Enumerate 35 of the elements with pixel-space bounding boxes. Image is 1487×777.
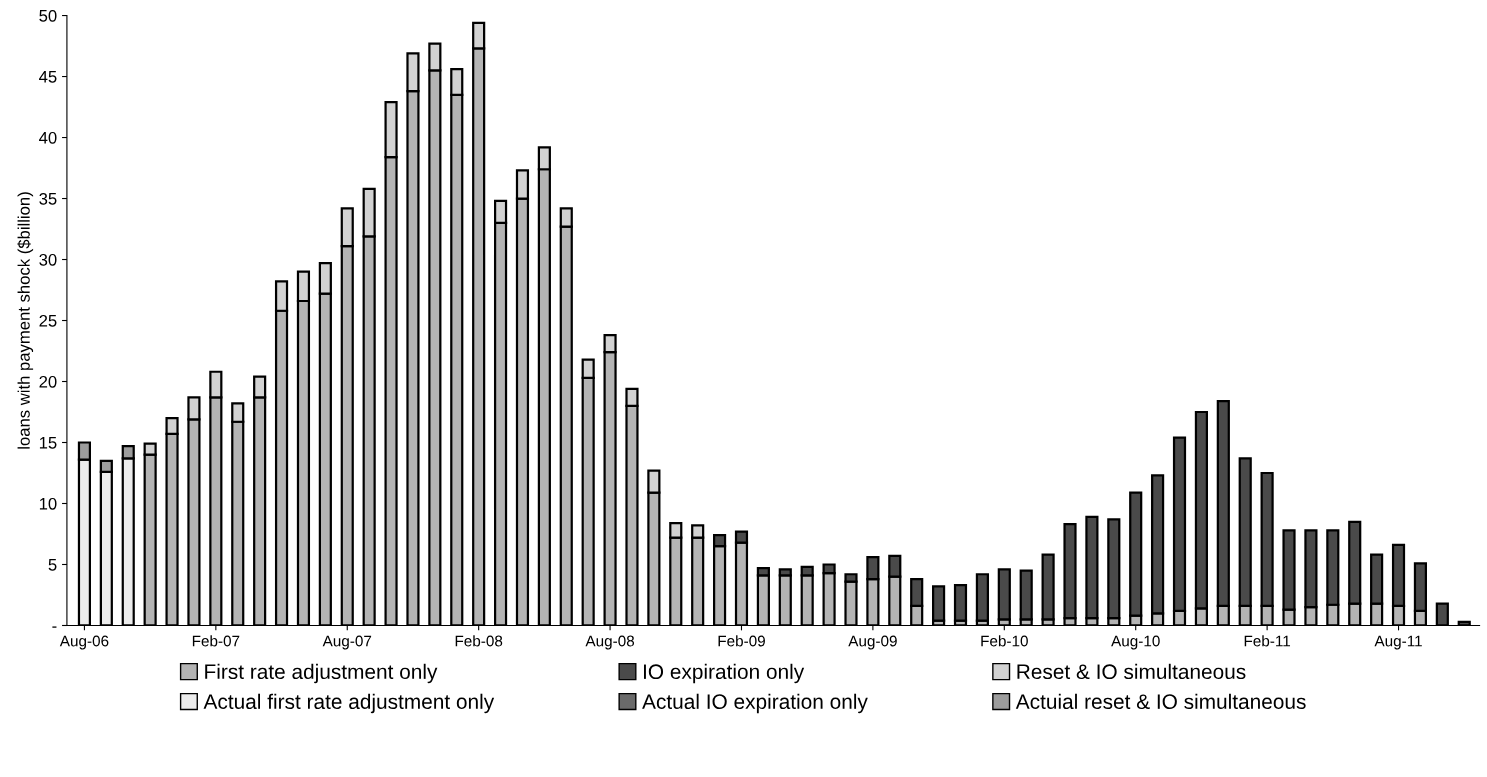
- legend-label: Actual IO expiration only: [642, 693, 868, 714]
- y-tick-label: 45: [39, 71, 57, 83]
- x-tick-label: Feb-08: [455, 635, 503, 647]
- y-tick-label: -: [52, 626, 57, 628]
- y-tick-label: 35: [39, 192, 57, 205]
- x-tick-label: Feb-10: [981, 635, 1028, 647]
- x-tick-label: Aug-06: [59, 635, 109, 650]
- x-tick-label: Aug-11: [1374, 635, 1422, 650]
- y-tick-label: 20: [39, 375, 57, 388]
- y-tick-label: 10: [39, 497, 57, 510]
- x-tick-label: Feb-07: [192, 635, 240, 647]
- x-tick-label: Aug-07: [322, 635, 372, 650]
- x-tick-label: Aug-10: [1111, 635, 1160, 650]
- legend-label: Actual first rate adjustment only: [203, 693, 495, 714]
- legend-label: Reset & IO simultaneous: [1017, 663, 1246, 680]
- x-tick-label: Aug-09: [848, 635, 897, 650]
- y-tick-label: 30: [39, 253, 57, 266]
- bar: [932, 585, 946, 622]
- x-tick-label: Aug-08: [585, 635, 635, 650]
- y-tick-label: 25: [39, 314, 57, 327]
- y-axis-title: loans with payment shock ($billion): [17, 192, 34, 449]
- legend-label: First rate adjustment only: [205, 663, 438, 684]
- y-tick-label: 40: [39, 131, 57, 144]
- y-tick-label: 5: [48, 559, 57, 571]
- bar: [1019, 569, 1033, 621]
- y-tick-label: 50: [39, 9, 57, 22]
- bar: [953, 584, 968, 622]
- bar: [997, 568, 1011, 621]
- bar: [1041, 553, 1055, 621]
- legend-label: Actuial reset & IO simultaneous: [1015, 693, 1306, 710]
- y-tick-label: 15: [39, 437, 57, 449]
- x-tick-label: Feb-09: [718, 635, 765, 647]
- x-tick-label: Feb-11: [1244, 635, 1291, 647]
- legend-label: IO expiration only: [643, 663, 805, 684]
- bar: [975, 573, 989, 622]
